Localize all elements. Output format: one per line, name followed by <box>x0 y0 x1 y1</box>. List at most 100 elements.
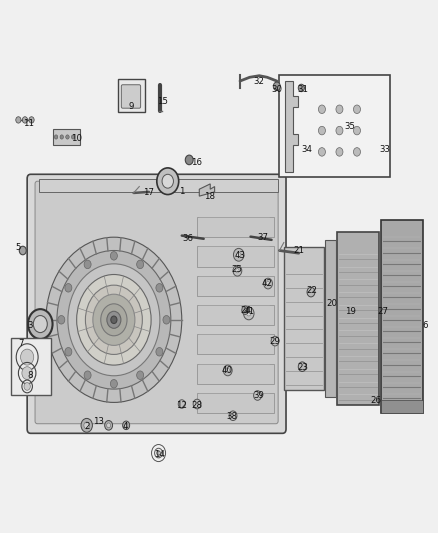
Bar <box>381 400 423 413</box>
Circle shape <box>353 126 360 135</box>
Polygon shape <box>285 81 298 172</box>
Circle shape <box>81 418 92 432</box>
Circle shape <box>353 105 360 114</box>
Circle shape <box>307 287 315 297</box>
Circle shape <box>237 252 241 257</box>
Bar <box>197 334 274 354</box>
Text: 21: 21 <box>293 246 304 255</box>
Circle shape <box>226 368 230 373</box>
Circle shape <box>93 294 135 345</box>
Circle shape <box>353 148 360 156</box>
Text: 27: 27 <box>378 308 389 316</box>
Text: 7: 7 <box>18 340 24 348</box>
Circle shape <box>105 421 113 430</box>
Circle shape <box>156 284 163 292</box>
Circle shape <box>123 421 130 430</box>
Circle shape <box>298 84 304 92</box>
Text: 9: 9 <box>129 102 134 111</box>
Circle shape <box>247 311 251 316</box>
Circle shape <box>318 105 325 114</box>
Circle shape <box>110 379 117 388</box>
Text: 25: 25 <box>231 265 242 273</box>
Text: 19: 19 <box>345 308 356 316</box>
Text: 8: 8 <box>27 372 32 380</box>
Text: 41: 41 <box>243 308 254 316</box>
Bar <box>337 232 379 405</box>
Text: 15: 15 <box>156 97 168 106</box>
Text: 2: 2 <box>85 422 90 431</box>
Circle shape <box>244 309 247 312</box>
Bar <box>197 217 274 237</box>
FancyBboxPatch shape <box>27 174 286 433</box>
Circle shape <box>223 365 232 376</box>
Text: 18: 18 <box>204 192 215 200</box>
Circle shape <box>137 371 144 379</box>
Bar <box>53 129 80 145</box>
Circle shape <box>318 148 325 156</box>
Text: 14: 14 <box>154 450 166 458</box>
Text: 12: 12 <box>176 401 187 409</box>
Circle shape <box>85 285 142 354</box>
Circle shape <box>60 135 64 139</box>
Circle shape <box>28 309 53 339</box>
Circle shape <box>266 281 270 286</box>
Text: 35: 35 <box>344 123 355 131</box>
Circle shape <box>65 348 72 356</box>
Circle shape <box>22 367 32 379</box>
FancyBboxPatch shape <box>35 181 278 424</box>
Text: 13: 13 <box>93 417 104 425</box>
Circle shape <box>84 422 90 429</box>
Text: 30: 30 <box>271 85 283 94</box>
Circle shape <box>163 316 170 324</box>
Circle shape <box>111 316 117 324</box>
Text: 33: 33 <box>379 145 390 154</box>
Circle shape <box>16 117 21 123</box>
Circle shape <box>264 278 272 289</box>
Text: 24: 24 <box>240 306 252 314</box>
Text: 11: 11 <box>23 119 34 128</box>
Bar <box>279 75 390 177</box>
Bar <box>325 240 336 397</box>
Circle shape <box>233 248 244 261</box>
Text: 16: 16 <box>191 158 202 167</box>
Circle shape <box>336 126 343 135</box>
Bar <box>197 276 274 296</box>
Circle shape <box>65 284 72 292</box>
Circle shape <box>58 316 65 324</box>
Circle shape <box>185 155 193 165</box>
Bar <box>39 179 278 192</box>
Text: 32: 32 <box>254 77 265 85</box>
Circle shape <box>336 105 343 114</box>
Text: 26: 26 <box>370 397 381 405</box>
Circle shape <box>156 348 163 356</box>
Text: 39: 39 <box>253 391 264 400</box>
Text: 5: 5 <box>16 244 21 252</box>
Text: 42: 42 <box>261 279 273 288</box>
Circle shape <box>84 371 91 379</box>
Circle shape <box>178 400 185 408</box>
Text: 4: 4 <box>122 422 127 431</box>
Circle shape <box>229 411 237 421</box>
Bar <box>197 393 274 413</box>
Circle shape <box>33 316 47 333</box>
Bar <box>118 79 145 112</box>
Text: 38: 38 <box>226 413 238 421</box>
Circle shape <box>254 391 261 400</box>
Circle shape <box>273 82 280 91</box>
Circle shape <box>271 336 279 346</box>
Circle shape <box>107 311 121 328</box>
Circle shape <box>46 237 182 402</box>
Circle shape <box>106 423 111 427</box>
Text: 36: 36 <box>183 234 194 243</box>
Polygon shape <box>199 184 215 196</box>
Text: 22: 22 <box>306 286 318 295</box>
Circle shape <box>21 349 34 365</box>
Circle shape <box>233 265 242 276</box>
Text: 34: 34 <box>301 145 312 154</box>
Circle shape <box>124 423 128 427</box>
Circle shape <box>29 117 34 123</box>
Circle shape <box>57 251 171 389</box>
Text: 3: 3 <box>27 321 32 329</box>
Text: 1: 1 <box>179 188 184 196</box>
Circle shape <box>101 304 127 336</box>
